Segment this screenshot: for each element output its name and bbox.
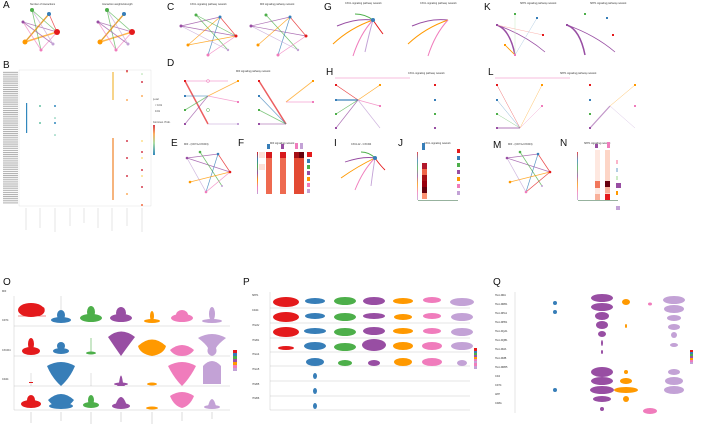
panel-label-b: B (3, 60, 10, 71)
panel-label-j: J (398, 138, 403, 149)
panel-p-violins: SPP1 CD44 ITGAV ITGB1 ITGA4 ITGA5 ITGB5 … (252, 292, 477, 411)
svg-text:< 0.01: < 0.01 (155, 104, 163, 107)
b-legend: p-val < 0.01 0.01 Commun. Prob. (153, 98, 171, 155)
svg-text:HLA-DMA: HLA-DMA (495, 348, 507, 351)
svg-text:MIF - (CD74+CXCR4): MIF - (CD74+CXCR4) (508, 143, 533, 146)
svg-text:ITGAV: ITGAV (252, 324, 260, 327)
svg-text:HLA-DRA: HLA-DRA (495, 294, 506, 297)
svg-text:SPP1 signaling pathway network: SPP1 signaling pathway network (520, 2, 557, 5)
svg-text:MIF: MIF (2, 290, 7, 293)
svg-text:ITGA5: ITGA5 (252, 368, 260, 371)
svg-text:CXCL signaling network: CXCL signaling network (424, 142, 451, 145)
p-row-1 (273, 297, 474, 307)
svg-text:ITGB6: ITGB6 (252, 397, 260, 400)
panel-c-networks: CXCL signaling pathway network MIF signa… (179, 3, 308, 57)
panel-label-f: F (238, 138, 245, 149)
svg-text:p-val: p-val (153, 98, 159, 101)
svg-text:ITGB1: ITGB1 (252, 339, 260, 342)
panel-label-a: A (3, 0, 10, 11)
svg-text:MIF signaling network: MIF signaling network (270, 142, 295, 145)
panel-d-hierarchy: MIF signaling pathway network (184, 70, 314, 125)
svg-text:MIF signaling pathway network: MIF signaling pathway network (236, 70, 271, 73)
panel-n-heatmap: SPP1 signaling network (577, 142, 621, 210)
circle-network-count: Number of interactions (21, 3, 60, 52)
svg-text:SPP1 signaling pathway network: SPP1 signaling pathway network (560, 72, 597, 75)
panel-i-network: CXCL12 - CXCR4 (340, 143, 386, 191)
svg-text:CD44: CD44 (2, 378, 9, 381)
panel-k-networks: SPP1 signaling pathway network SPP1 sign… (496, 2, 627, 56)
svg-text:HLA-DMB: HLA-DMB (495, 357, 507, 360)
b-dots-orange-col (112, 72, 114, 200)
panel-b-bubble-plot: p-val < 0.01 0.01 Commun. Prob. (3, 69, 171, 232)
panel-f-heatmap: MIF signaling network (257, 142, 312, 195)
panel-o-violins: MIF CD74 CXCR4 CD44 (2, 290, 237, 424)
svg-text:SPP1: SPP1 (252, 294, 259, 297)
panel-a-title-1: Number of interactions (30, 3, 56, 6)
panel-g-networks: CXCL signaling pathway network CXCL sign… (332, 2, 457, 57)
o-gene-labels: MIF CD74 CXCR4 CD44 (2, 290, 11, 381)
panel-label-m: M (493, 140, 502, 151)
panel-q-violins: HLA-DRA HLA-DRB1 HLA-DPA1 HLA-DPB1 HLA-D… (474, 292, 693, 414)
svg-text:CXCL signaling pathway network: CXCL signaling pathway network (345, 2, 382, 5)
panel-label-k: K (484, 2, 491, 13)
svg-text:CXCR4: CXCR4 (2, 349, 11, 352)
panel-e-network: MIF - (CD74+CXCR4) (184, 143, 232, 194)
svg-text:CXCL signaling pathway network: CXCL signaling pathway network (420, 2, 457, 5)
svg-text:APP: APP (495, 393, 500, 396)
panel-label-h: H (326, 67, 334, 78)
q-rows (590, 294, 614, 411)
panel-l-hierarchy: SPP1 signaling pathway network (495, 72, 636, 129)
svg-text:MIF signaling pathway network: MIF signaling pathway network (260, 3, 295, 6)
svg-text:CD74: CD74 (2, 319, 9, 322)
svg-text:CXCL signaling pathway network: CXCL signaling pathway network (190, 3, 227, 6)
svg-text:CD74: CD74 (495, 384, 502, 387)
panel-label-e: E (171, 138, 178, 149)
svg-text:0.01: 0.01 (155, 110, 160, 113)
q-legend (474, 349, 693, 364)
b-row-labels (3, 71, 18, 204)
svg-text:SPP1 signaling network: SPP1 signaling network (584, 142, 611, 145)
circle-network-weight: Interaction weights/strength (96, 3, 135, 52)
p-gene-labels: SPP1 CD44 ITGAV ITGB1 ITGA4 ITGA5 ITGB5 … (252, 294, 260, 400)
panel-label-c: C (167, 2, 175, 13)
p-row-3 (273, 327, 473, 337)
panel-label-q: Q (493, 277, 501, 288)
svg-text:HLA-DQA1: HLA-DQA1 (495, 330, 508, 333)
p-row-2 (273, 312, 473, 322)
svg-text:CD4: CD4 (495, 375, 501, 378)
o-legend (233, 350, 237, 371)
svg-text:ITGA4: ITGA4 (252, 353, 260, 356)
svg-text:ITGB5: ITGB5 (252, 383, 260, 386)
panel-label-l: L (488, 67, 494, 78)
panel-label-p: P (243, 277, 250, 288)
svg-text:HLA-DPB1: HLA-DPB1 (495, 321, 508, 324)
panel-label-o: O (3, 277, 11, 288)
svg-text:Commun. Prob.: Commun. Prob. (153, 121, 171, 124)
svg-text:CXCL signaling pathway network: CXCL signaling pathway network (408, 72, 445, 75)
p-row-4 (278, 339, 473, 351)
svg-text:HLA-DQB1: HLA-DQB1 (495, 339, 508, 342)
svg-text:CXCL12 - CXCR4: CXCL12 - CXCR4 (351, 143, 372, 146)
panel-label-i: I (334, 138, 337, 149)
panel-h-hierarchy: CXCL signaling pathway network (335, 72, 445, 129)
panel-j-heatmap: CXCL signaling network (417, 142, 460, 201)
svg-text:HLA-DPA1: HLA-DPA1 (495, 312, 508, 315)
panel-a-networks: Number of interactions Interaction weigh… (21, 3, 135, 52)
svg-text:HLA-DRB5: HLA-DRB5 (495, 366, 508, 369)
panel-label-d: D (167, 58, 175, 69)
svg-text:CD44: CD44 (252, 309, 259, 312)
p-row-5 (306, 358, 467, 366)
panel-label-n: N (560, 138, 568, 149)
svg-text:SPP1 signaling pathway network: SPP1 signaling pathway network (590, 2, 627, 5)
svg-text:CD8A: CD8A (495, 402, 502, 405)
panel-label-g: G (324, 2, 332, 13)
panel-a-title-2: Interaction weights/strength (102, 3, 133, 6)
panel-m-network: MIF - (CD74+CXCR4) (505, 143, 552, 194)
svg-text:MIF - (CD74+CXCR4): MIF - (CD74+CXCR4) (184, 143, 209, 146)
svg-text:HLA-DRB1: HLA-DRB1 (495, 303, 508, 306)
q-gene-labels: HLA-DRA HLA-DRB1 HLA-DPA1 HLA-DPB1 HLA-D… (495, 294, 508, 405)
